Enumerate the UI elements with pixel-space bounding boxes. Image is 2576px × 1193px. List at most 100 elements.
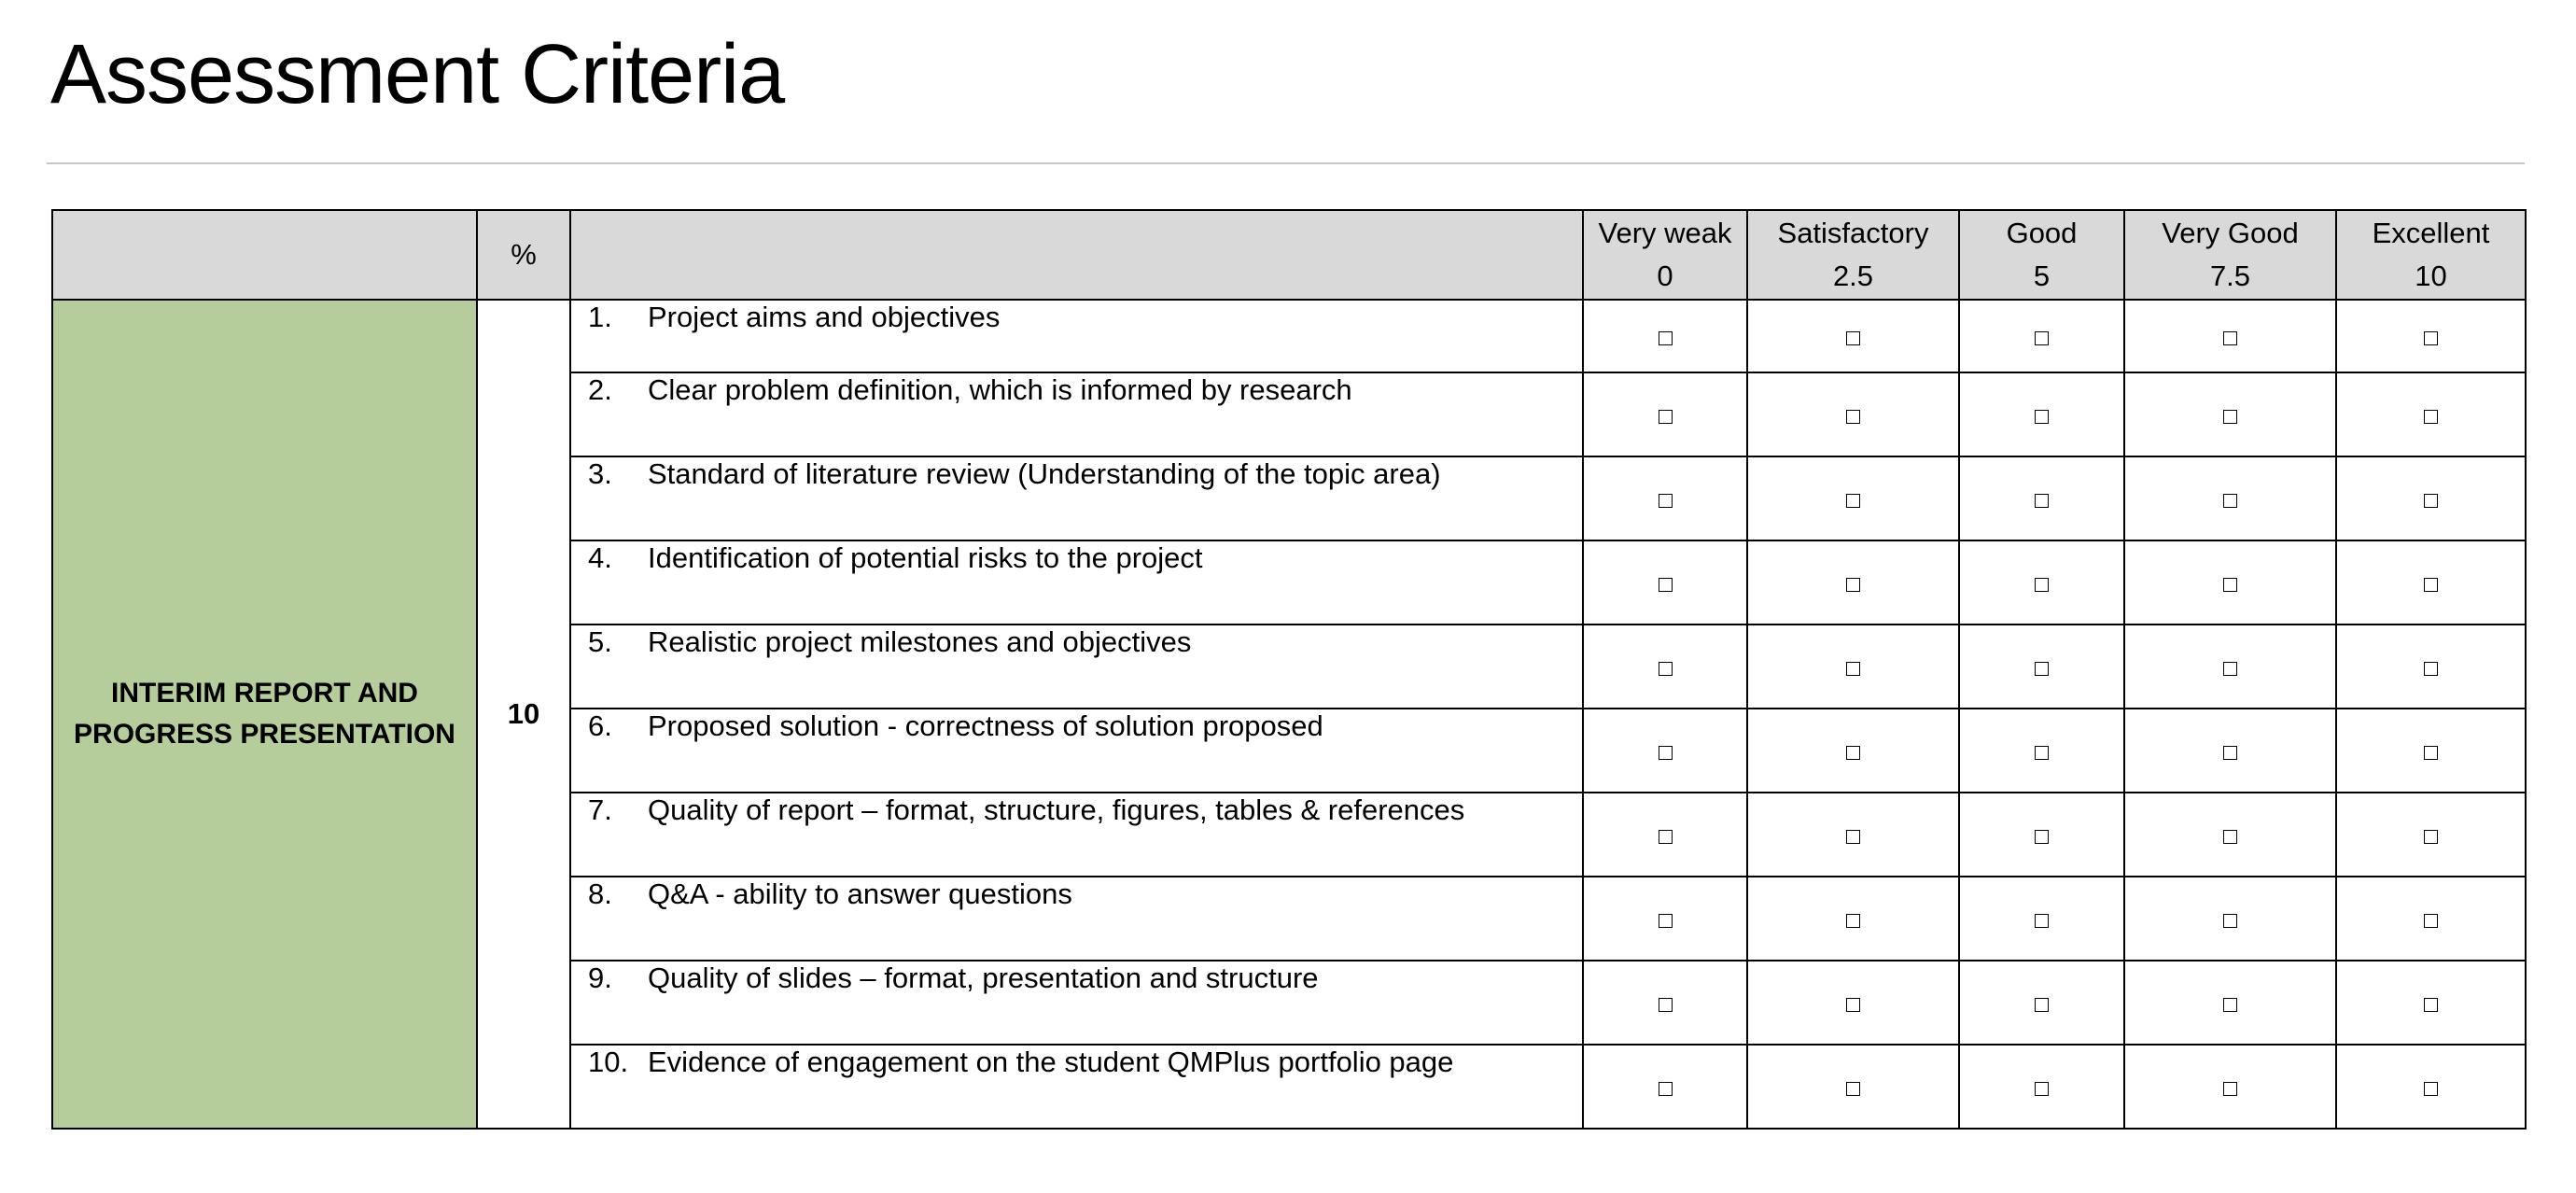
- rating-checkbox-satisfactory[interactable]: [1846, 1082, 1860, 1096]
- header-level-very-weak: Very weak 0: [1582, 209, 1748, 301]
- criterion-number: 10.: [588, 1046, 629, 1078]
- rating-checkbox-good[interactable]: [2035, 662, 2049, 676]
- rating-checkbox-excellent[interactable]: [2424, 746, 2438, 760]
- rating-checkbox-satisfactory[interactable]: [1846, 830, 1860, 844]
- rating-checkbox-very-good[interactable]: [2223, 662, 2237, 676]
- rating-checkbox-very-weak[interactable]: [1658, 1082, 1673, 1096]
- section-name-cell: INTERIM REPORT AND PROGRESS PRESENTATION: [51, 299, 478, 1130]
- criterion-text: Evidence of engagement on the student QM…: [648, 1046, 1454, 1078]
- criterion-cell: 9. Quality of slides – format, presentati…: [569, 960, 1584, 1046]
- criterion-text: Project aims and objectives: [648, 301, 1001, 333]
- rating-checkbox-satisfactory[interactable]: [1846, 662, 1860, 676]
- rating-cell-very-weak: [1582, 876, 1748, 961]
- rating-checkbox-very-weak[interactable]: [1658, 914, 1673, 928]
- criterion-number: 2.: [588, 373, 612, 406]
- rating-cell-good: [1958, 299, 2125, 373]
- criterion-row: 7. Quality of report – format, structure,…: [52, 792, 2527, 877]
- rating-cell-satisfactory: [1746, 876, 1960, 961]
- rating-checkbox-very-good[interactable]: [2223, 410, 2237, 424]
- rating-checkbox-good[interactable]: [2035, 410, 2049, 424]
- header-level-good: Good 5: [1958, 209, 2125, 301]
- rating-checkbox-very-weak[interactable]: [1658, 410, 1673, 424]
- level-score: 5: [2033, 260, 2051, 292]
- criterion-row: 10. Evidence of engagement on the student…: [52, 1044, 2527, 1130]
- criterion-cell: 4. Identification of potential risks to t…: [569, 540, 1584, 625]
- rating-cell-satisfactory: [1746, 299, 1960, 373]
- rating-checkbox-good[interactable]: [2035, 494, 2049, 508]
- criterion-cell: 3. Standard of literature review (Underst…: [569, 456, 1584, 541]
- rating-checkbox-very-good[interactable]: [2223, 1082, 2237, 1096]
- rating-checkbox-excellent[interactable]: [2424, 1082, 2438, 1096]
- criterion-number: 9.: [588, 961, 612, 994]
- rating-checkbox-excellent[interactable]: [2424, 410, 2438, 424]
- rating-cell-satisfactory: [1746, 456, 1960, 541]
- level-name: Good: [2006, 217, 2078, 249]
- rating-checkbox-good[interactable]: [2035, 578, 2049, 592]
- rating-checkbox-satisfactory[interactable]: [1846, 494, 1860, 508]
- header-criteria-cell: [569, 209, 1584, 301]
- criterion-text: Clear problem definition, which is infor…: [648, 373, 1352, 406]
- rating-checkbox-very-good[interactable]: [2223, 746, 2237, 760]
- rating-cell-very-weak: [1582, 456, 1748, 541]
- criterion-row: 3. Standard of literature review (Underst…: [52, 456, 2527, 541]
- rating-cell-good: [1958, 876, 2125, 961]
- rating-checkbox-good[interactable]: [2035, 331, 2049, 345]
- rating-checkbox-excellent[interactable]: [2424, 494, 2438, 508]
- header-level-excellent: Excellent 10: [2335, 209, 2527, 301]
- rating-checkbox-good[interactable]: [2035, 830, 2049, 844]
- criterion-row: 4. Identification of potential risks to t…: [52, 540, 2527, 625]
- rating-checkbox-very-good[interactable]: [2223, 331, 2237, 345]
- rating-checkbox-very-weak[interactable]: [1658, 998, 1673, 1012]
- rating-cell-excellent: [2335, 456, 2527, 541]
- rating-checkbox-excellent[interactable]: [2424, 578, 2438, 592]
- criterion-row: 9. Quality of slides – format, presentati…: [52, 960, 2527, 1046]
- criterion-row: 6. Proposed solution - correctness of sol…: [52, 708, 2527, 793]
- rating-cell-very-good: [2123, 708, 2337, 793]
- rating-checkbox-very-weak[interactable]: [1658, 494, 1673, 508]
- rating-cell-very-weak: [1582, 299, 1748, 373]
- level-name: Excellent: [2372, 217, 2490, 249]
- rating-cell-very-good: [2123, 960, 2337, 1046]
- rating-checkbox-good[interactable]: [2035, 1082, 2049, 1096]
- rating-checkbox-excellent[interactable]: [2424, 914, 2438, 928]
- rating-cell-very-good: [2123, 299, 2337, 373]
- rating-checkbox-good[interactable]: [2035, 998, 2049, 1012]
- rating-checkbox-excellent[interactable]: [2424, 331, 2438, 345]
- title-divider: [47, 162, 2525, 164]
- rating-checkbox-good[interactable]: [2035, 914, 2049, 928]
- rating-cell-satisfactory: [1746, 960, 1960, 1046]
- rating-checkbox-very-weak[interactable]: [1658, 662, 1673, 676]
- level-name: Very weak: [1598, 217, 1732, 249]
- criterion-text: Quality of slides – format, presentation…: [648, 961, 1319, 994]
- rating-cell-excellent: [2335, 540, 2527, 625]
- rating-checkbox-satisfactory[interactable]: [1846, 331, 1860, 345]
- rating-checkbox-excellent[interactable]: [2424, 998, 2438, 1012]
- rating-cell-excellent: [2335, 372, 2527, 457]
- rating-cell-good: [1958, 540, 2125, 625]
- rating-checkbox-very-good[interactable]: [2223, 494, 2237, 508]
- rating-checkbox-very-weak[interactable]: [1658, 578, 1673, 592]
- rating-cell-good: [1958, 708, 2125, 793]
- rating-checkbox-satisfactory[interactable]: [1846, 578, 1860, 592]
- rating-checkbox-very-good[interactable]: [2223, 578, 2237, 592]
- rating-checkbox-satisfactory[interactable]: [1846, 410, 1860, 424]
- rating-checkbox-satisfactory[interactable]: [1846, 914, 1860, 928]
- criterion-number: 1.: [588, 301, 612, 333]
- level-score: 0: [1657, 260, 1673, 292]
- rating-cell-excellent: [2335, 299, 2527, 373]
- level-name: Satisfactory: [1777, 217, 1929, 249]
- rating-checkbox-very-weak[interactable]: [1658, 746, 1673, 760]
- rating-checkbox-good[interactable]: [2035, 746, 2049, 760]
- criterion-number: 4.: [588, 541, 612, 574]
- rating-checkbox-very-weak[interactable]: [1658, 830, 1673, 844]
- rating-checkbox-very-good[interactable]: [2223, 914, 2237, 928]
- rating-checkbox-very-good[interactable]: [2223, 830, 2237, 844]
- rating-checkbox-excellent[interactable]: [2424, 662, 2438, 676]
- rating-checkbox-very-good[interactable]: [2223, 998, 2237, 1012]
- header-level-satisfactory: Satisfactory 2.5: [1746, 209, 1960, 301]
- rating-checkbox-satisfactory[interactable]: [1846, 998, 1860, 1012]
- rating-checkbox-very-weak[interactable]: [1658, 331, 1673, 345]
- level-score: 10: [2415, 260, 2447, 292]
- rating-checkbox-excellent[interactable]: [2424, 830, 2438, 844]
- rating-checkbox-satisfactory[interactable]: [1846, 746, 1860, 760]
